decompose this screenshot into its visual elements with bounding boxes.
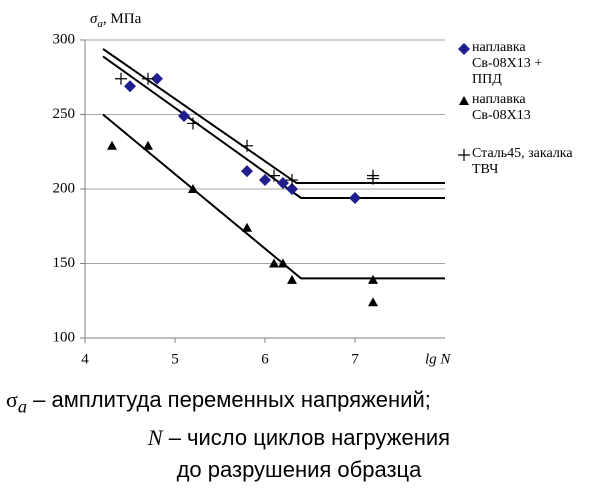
caption-line: N – число циклов нагружения (0, 422, 598, 454)
legend-label: Сталь45, закалка ТВЧ (472, 146, 573, 177)
point (242, 222, 252, 232)
point (286, 183, 298, 195)
point (367, 172, 379, 185)
y-label-subscript: a (97, 18, 103, 30)
caption-symbol: N (147, 425, 163, 451)
x-tick-label: 5 (171, 351, 179, 367)
y-label-symbol: σ (90, 11, 98, 27)
fit-line (102, 55, 445, 199)
point (269, 258, 279, 268)
point (188, 184, 198, 193)
x-tick-label: 7 (351, 351, 359, 367)
point (143, 140, 153, 150)
y-label-unit: , МПа (103, 11, 142, 27)
point (368, 274, 378, 284)
legend-item: наплавка Св-08Х13 (458, 92, 568, 124)
y-tick-label: 150 (53, 255, 76, 271)
x-tick-label: 4 (81, 351, 89, 367)
legend-label: наплавка Св-08Х13 (472, 92, 531, 123)
point (107, 140, 117, 150)
caption-line: σa – амплитуда переменных напряжений; (0, 384, 598, 422)
y-axis-label: σa, МПа (90, 11, 142, 29)
caption-line: до разрушения образца (0, 454, 598, 486)
point (368, 297, 378, 307)
legend-label: наплавка Св-08Х13 + ППД (472, 40, 543, 87)
fit-line (102, 48, 445, 185)
y-tick-label: 250 (53, 106, 76, 122)
point (142, 72, 154, 85)
legend: наплавка Св-08Х13 + ППД наплавка Св-08Х13… (458, 40, 596, 182)
x-axis-label: lg N (425, 351, 451, 367)
caption-symbol: σ (6, 387, 18, 412)
y-tick-label: 300 (53, 31, 76, 47)
caption-subscript: a (17, 396, 28, 417)
point (241, 139, 253, 152)
caption-text: – число циклов нагружения (162, 425, 451, 451)
point (458, 43, 470, 55)
point (115, 72, 127, 85)
point (178, 109, 190, 122)
point (187, 117, 199, 130)
chart: σa, МПа lg N 100 150 200 250 300 4 5 6 7 (53, 11, 452, 367)
point (349, 191, 361, 204)
legend-marker (459, 96, 469, 105)
point (268, 169, 280, 182)
y-tick-label: 100 (53, 329, 76, 345)
point (458, 149, 470, 161)
point (124, 80, 136, 93)
caption-text: – амплитуда переменных напряжений; (27, 387, 431, 412)
fit-line (102, 113, 445, 280)
legend-marker (458, 149, 470, 161)
point (241, 165, 253, 178)
point (278, 258, 288, 268)
point (151, 72, 163, 85)
point (287, 274, 297, 284)
point (459, 96, 469, 105)
legend-marker (458, 43, 470, 55)
point (286, 174, 298, 187)
caption: σa – амплитуда переменных напряжений; N … (0, 384, 598, 486)
y-tick-label: 200 (53, 180, 76, 196)
legend-item: наплавка Св-08Х13 + ППД (458, 40, 568, 88)
legend-item: Сталь45, закалка ТВЧ (458, 146, 596, 178)
x-tick-label: 6 (261, 351, 269, 367)
caption-text: до разрушения образца (176, 457, 422, 483)
point (259, 174, 271, 187)
